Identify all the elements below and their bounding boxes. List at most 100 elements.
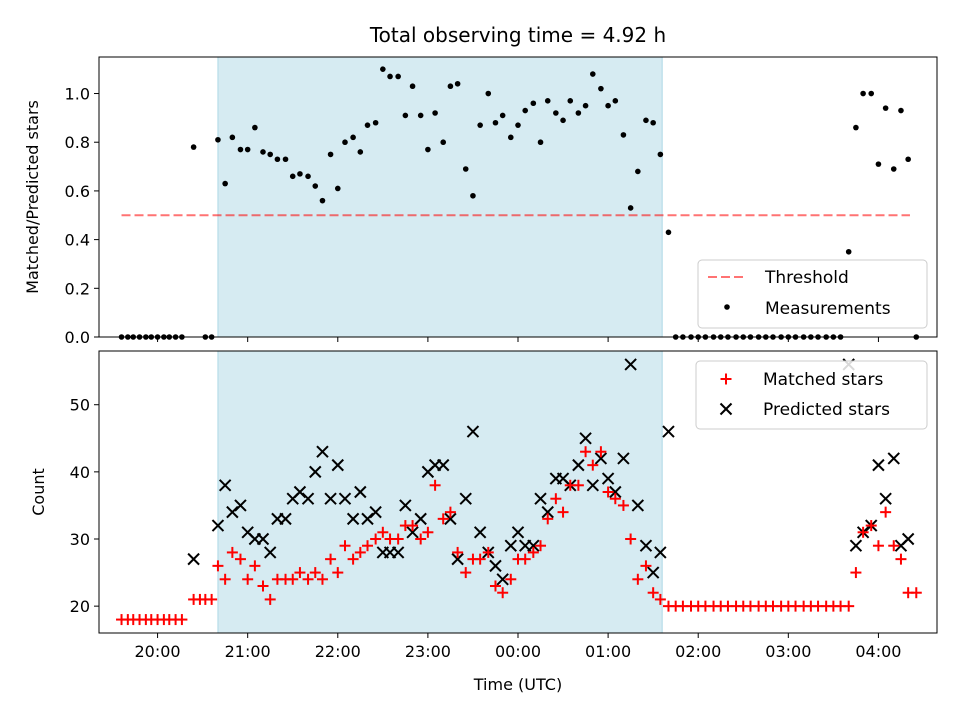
measurement-point — [244, 146, 251, 153]
x-tick-label: 22:00 — [315, 642, 361, 661]
x-axis: 20:00 21:00 22:00 23:00 00:00 01:00 02:00 03:00… — [135, 337, 901, 661]
bottom-y-axis: 20 30 40 50 — [70, 396, 99, 616]
predicted-point — [466, 425, 480, 438]
top-y-tick-label: 0.2 — [65, 279, 90, 298]
matched-point — [452, 546, 464, 558]
measurement-point — [364, 122, 371, 128]
measurement-point — [620, 132, 627, 138]
matched-point — [572, 479, 584, 491]
measurement-point — [237, 146, 244, 153]
measurement-point — [507, 134, 514, 141]
measurement-point — [589, 71, 596, 77]
top-legend-box — [697, 259, 928, 329]
x-tick-label: 02:00 — [675, 642, 721, 661]
matched-point — [580, 446, 592, 458]
predicted-point — [872, 458, 885, 472]
predicted-point — [586, 479, 599, 492]
predicted-point — [541, 505, 554, 519]
matched-point — [392, 533, 404, 545]
matched-point — [325, 553, 337, 565]
matched-point — [609, 493, 621, 505]
measurement-point — [499, 112, 506, 119]
measurement-point — [215, 136, 221, 143]
x-tick-label: 20:00 — [135, 642, 181, 661]
matched-point — [880, 506, 892, 518]
top-y-axis: 0.0 0.2 0.4 0.6 0.8 1.0 — [65, 85, 99, 347]
x-tick-label: 03:00 — [765, 642, 811, 661]
measurement-point — [432, 110, 438, 116]
matched-point — [625, 533, 637, 545]
measurement-point — [665, 229, 672, 236]
measurement-point — [515, 122, 521, 128]
matched-point — [865, 520, 877, 532]
measurement-point — [470, 192, 476, 199]
matched-point — [647, 587, 659, 599]
predicted-point — [331, 458, 344, 472]
matched-point — [640, 560, 652, 572]
matched-point — [212, 560, 224, 572]
measurement-point — [657, 151, 664, 158]
measurement-point — [882, 105, 889, 111]
matched-point — [632, 573, 644, 585]
matched-point — [347, 553, 359, 565]
matched-point — [332, 567, 344, 579]
matched-point — [437, 513, 449, 525]
measurement-point — [875, 161, 882, 167]
predicted-point — [437, 458, 450, 472]
x-axis-label: Time (UTC) — [473, 675, 562, 694]
measurement-point — [305, 173, 311, 180]
matched-point — [316, 573, 328, 585]
top-panel: 0.0 0.2 0.4 0.6 0.8 1.0 Matched/Predicted sta… — [23, 56, 938, 347]
predicted-point — [414, 512, 427, 526]
predicted-point — [879, 492, 892, 505]
matched-point — [249, 560, 261, 572]
measurement-point — [553, 110, 559, 116]
predicted-point — [496, 573, 509, 586]
predicted-point — [187, 552, 200, 566]
top-y-tick-label: 0.6 — [65, 182, 90, 201]
measurement-point — [530, 100, 537, 107]
measurement-point — [387, 73, 393, 80]
measurement-point — [605, 102, 611, 109]
bottom-plot-frame — [98, 350, 938, 634]
measurement-point — [860, 90, 866, 97]
matched-point — [294, 567, 306, 579]
x-tick-label: 01:00 — [585, 642, 631, 661]
top-y-label: Matched/Predicted stars — [23, 100, 42, 294]
measurement-point — [447, 83, 454, 90]
bottom-panel: 20 30 40 50 20:00 21:00 22:00 23:00 00:00 01:00 0… — [29, 337, 938, 694]
matched-point — [474, 553, 486, 565]
matched-point — [234, 553, 246, 565]
measurement-point — [402, 112, 409, 119]
measurement-point — [440, 139, 447, 146]
measurement-point — [560, 117, 566, 124]
measurement-point — [627, 205, 634, 211]
predicted-point — [631, 499, 645, 512]
matched-point — [370, 533, 382, 545]
measurement-point — [853, 124, 859, 131]
matched-point — [535, 540, 547, 552]
matched-point — [226, 546, 238, 558]
measurement-point — [319, 197, 326, 204]
predicted-point — [617, 452, 630, 465]
measurement-point — [417, 112, 424, 119]
measurement-point — [598, 85, 604, 92]
matched-point — [377, 526, 389, 538]
measurement-point — [635, 168, 641, 175]
measurement-point — [380, 66, 386, 72]
measurement-point — [260, 149, 266, 155]
measurement-point — [537, 139, 544, 146]
predicted-point — [354, 485, 367, 499]
measurement-point — [477, 122, 483, 128]
predicted-point — [279, 512, 292, 526]
matched-point — [550, 493, 562, 505]
matched-point — [242, 573, 254, 585]
predicted-point — [849, 539, 863, 552]
measurement-point — [492, 119, 499, 126]
matched-point — [309, 567, 321, 579]
matched-point — [444, 506, 456, 518]
measurement-point — [890, 166, 897, 172]
matched-point — [888, 540, 900, 552]
bottom-y-tick-label: 50 — [70, 396, 90, 415]
predicted-point — [534, 492, 547, 505]
